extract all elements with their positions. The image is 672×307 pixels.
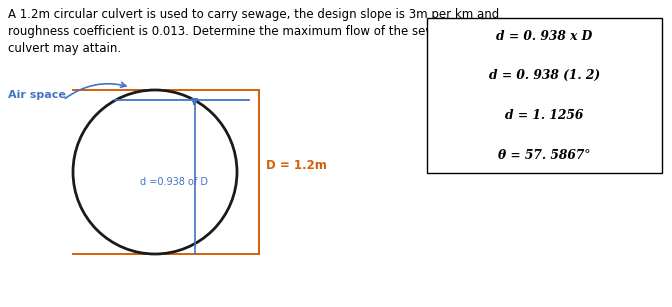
Text: Air space: Air space <box>8 90 66 100</box>
Bar <box>427 18 662 173</box>
Text: θ = 57. 5867°: θ = 57. 5867° <box>498 149 591 161</box>
Text: d =0.938 of D: d =0.938 of D <box>140 177 208 187</box>
Text: D = 1.2m: D = 1.2m <box>266 160 327 173</box>
Text: d = 1. 1256: d = 1. 1256 <box>505 109 583 122</box>
Text: A 1.2m circular culvert is used to carry sewage, the design slope is 3m per km a: A 1.2m circular culvert is used to carry… <box>8 8 499 55</box>
Text: d = 0. 938 x D: d = 0. 938 x D <box>496 29 593 42</box>
Text: d = 0. 938 (1. 2): d = 0. 938 (1. 2) <box>489 69 600 82</box>
